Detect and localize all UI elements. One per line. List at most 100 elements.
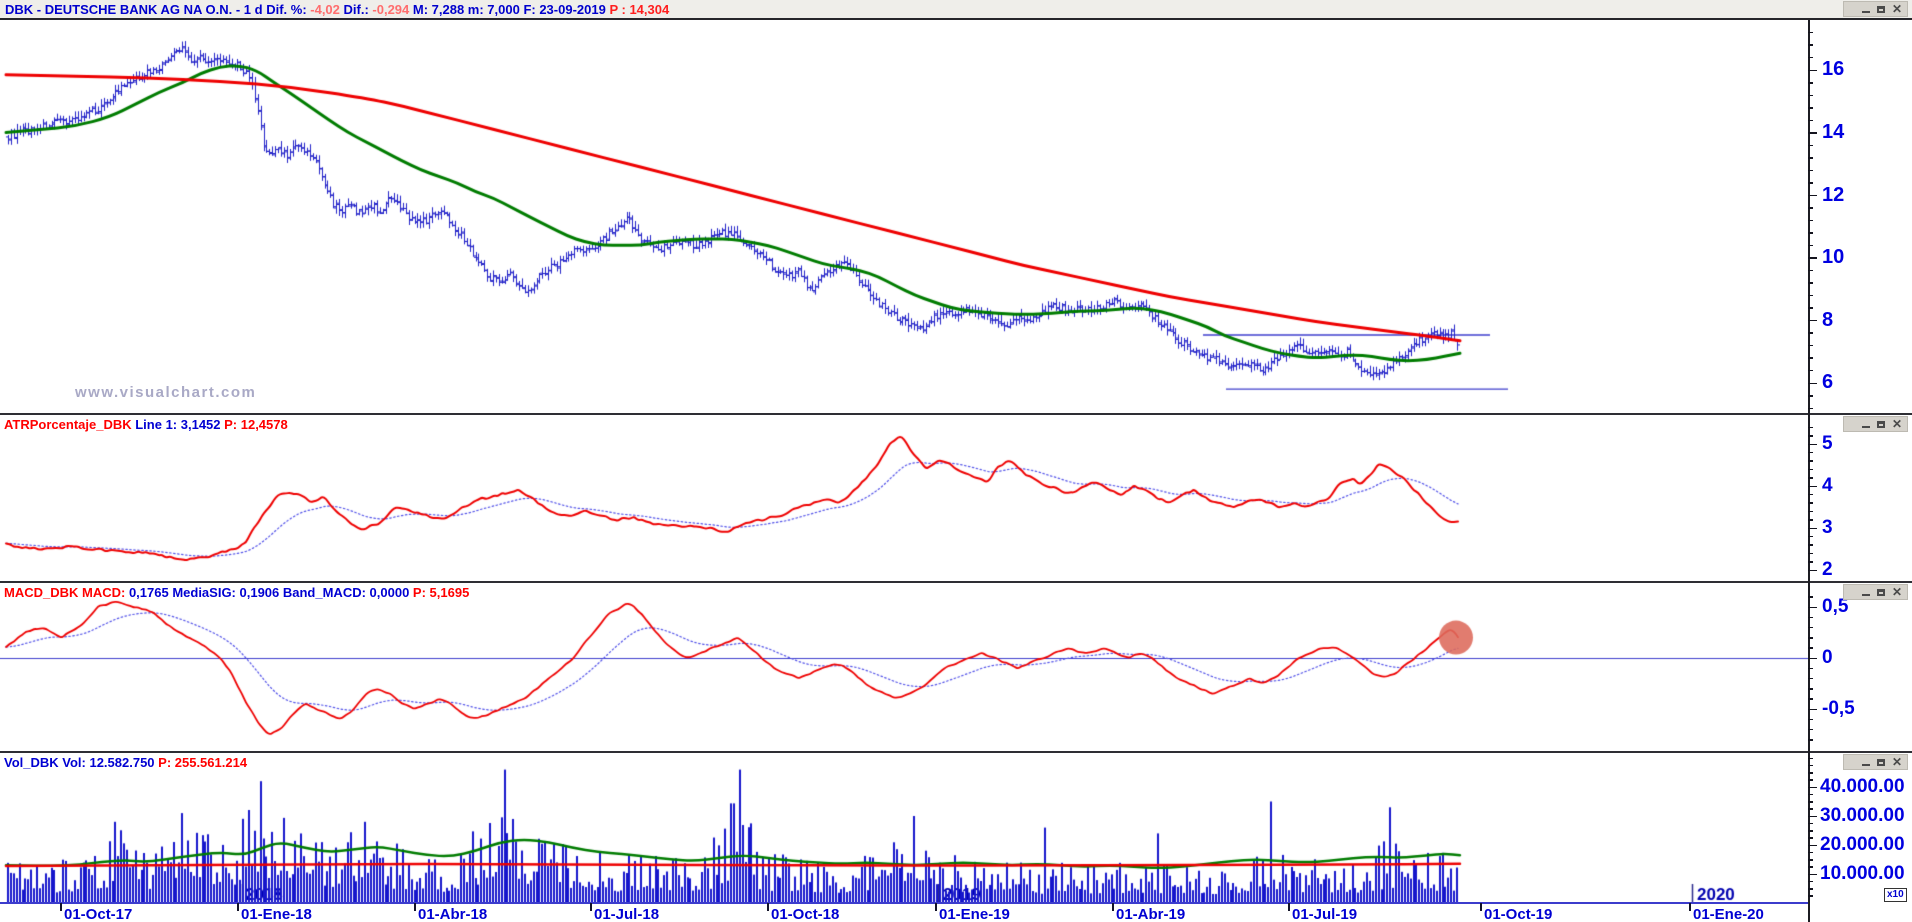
y-axis-minor-tick [1808, 332, 1813, 334]
y-axis-label: 40.000.00 [1820, 775, 1905, 797]
y-axis-tick [1808, 873, 1817, 875]
window-controls-atr: ✕ [1843, 416, 1908, 432]
title-segment: -4,02 [310, 2, 340, 17]
volume-panel: Vol_DBK Vol: 12.582.750 P: 255.561.214 ✕ [0, 753, 1912, 903]
y-axis-tick [1808, 708, 1817, 710]
y-axis-label: 12 [1822, 183, 1845, 206]
y-axis-tick [1808, 815, 1817, 817]
y-axis-label: 10.000.00 [1820, 862, 1905, 884]
volume-header: Vol_DBK Vol: 12.582.750 P: 255.561.214 [4, 755, 247, 770]
header-segment: ATRPorcentaje_DBK [4, 417, 132, 432]
y-axis-minor-tick [1808, 801, 1813, 803]
y-axis-minor-tick [1808, 460, 1813, 462]
macd-header: MACD_DBK MACD: 0,1765 MediaSIG: 0,1906 B… [4, 585, 469, 600]
y-axis-tick [1808, 443, 1817, 445]
y-axis-label: 4 [1822, 474, 1833, 496]
y-axis-minor-tick [1808, 451, 1813, 454]
y-axis-label: 8 [1822, 308, 1834, 331]
y-axis-minor-tick [1808, 552, 1813, 555]
volume-baseline [0, 902, 1808, 904]
y-axis-minor-tick [1808, 793, 1813, 796]
y-axis-tick [1808, 844, 1817, 846]
x-axis-tick [1689, 903, 1691, 911]
y-axis-minor-tick [1808, 294, 1813, 297]
y-axis-minor-tick [1808, 232, 1813, 234]
header-segment: P: 12,4578 [220, 417, 288, 432]
close-icon[interactable]: ✕ [1891, 417, 1902, 431]
y-axis-minor-tick [1808, 207, 1813, 209]
maximize-icon[interactable] [1876, 420, 1885, 428]
y-axis-label: 5 [1822, 432, 1833, 454]
y-axis-label: 30.000.00 [1820, 804, 1905, 826]
maximize-icon[interactable] [1876, 588, 1885, 596]
x-axis-tick [1288, 903, 1290, 911]
volume-chart-canvas[interactable] [0, 753, 1808, 903]
y-axis-minor-tick [1808, 477, 1813, 479]
y-axis-minor-tick [1808, 157, 1813, 159]
y-axis-minor-tick [1808, 468, 1813, 471]
panel-separator[interactable] [0, 413, 1912, 415]
y-axis-tick [1808, 194, 1817, 197]
y-axis-minor-tick [1808, 369, 1813, 372]
x-axis-tick [60, 903, 62, 911]
y-axis-minor-tick [1808, 851, 1813, 854]
y-axis-tick [1808, 69, 1817, 71]
x-axis-tick [1112, 903, 1114, 911]
y-axis-minor-tick [1808, 647, 1813, 649]
maximize-icon[interactable] [1876, 758, 1885, 766]
panel-separator[interactable] [0, 581, 1912, 583]
y-axis-minor-tick [1808, 688, 1813, 690]
y-axis-tick [1808, 132, 1817, 134]
atr-chart-canvas[interactable] [0, 415, 1808, 581]
close-icon[interactable]: ✕ [1891, 755, 1902, 769]
header-segment: 0,1765 [128, 585, 169, 600]
maximize-icon[interactable] [1876, 5, 1885, 13]
panel-separator[interactable] [0, 751, 1912, 753]
y-axis-label: 14 [1822, 121, 1845, 143]
y-axis-minor-tick [1808, 44, 1813, 46]
y-axis-minor-tick [1808, 888, 1813, 890]
y-axis-tick [1808, 786, 1817, 788]
y-axis-minor-tick [1808, 626, 1813, 629]
y-axis-minor-tick [1808, 808, 1813, 810]
watermark: www.visualchart.com [75, 384, 257, 401]
y-axis-minor-tick [1808, 344, 1813, 347]
minimize-icon[interactable] [1861, 764, 1870, 766]
y-axis-label: 0,5 [1822, 595, 1849, 617]
y-axis-label: 6 [1822, 371, 1834, 394]
y-axis-minor-tick [1808, 493, 1813, 496]
header-segment: Line 1: 3,1452 [131, 417, 221, 432]
close-icon[interactable]: ✕ [1891, 585, 1902, 599]
x-axis-date-label: 01-Abr-18 [418, 906, 488, 922]
atr-header: ATRPorcentaje_DBK Line 1: 3,1452 P: 12,4… [4, 417, 288, 432]
x-axis-date-label: 01-Oct-18 [771, 906, 840, 922]
y-axis-minor-tick [1808, 535, 1813, 538]
x-axis-tick [414, 903, 416, 911]
title-segment: P : 14,304 [609, 2, 670, 17]
y-axis-minor-tick [1808, 407, 1813, 410]
y-axis-tick [1808, 382, 1817, 384]
x-axis-tick [237, 903, 239, 911]
y-axis-label: 10 [1822, 246, 1845, 269]
y-axis-tick [1808, 569, 1817, 571]
y-axis-minor-tick [1808, 822, 1813, 825]
y-axis-minor-tick [1808, 895, 1813, 897]
y-axis-minor-tick [1808, 31, 1813, 34]
header-segment: Vol_DBK Vol: 12.582.750 [4, 755, 155, 770]
x-axis-date-label: 01-Ene-18 [241, 906, 312, 922]
minimize-icon[interactable] [1861, 426, 1870, 428]
y-axis-minor-tick [1808, 244, 1813, 247]
price-chart-canvas[interactable] [0, 20, 1808, 413]
close-icon[interactable]: ✕ [1891, 2, 1902, 16]
window-controls-main: ✕ [1843, 1, 1908, 17]
x-axis-date-label: 01-Ene-20 [1693, 906, 1764, 922]
y-axis-minor-tick [1808, 757, 1813, 759]
x-axis-tick [590, 903, 592, 911]
minimize-icon[interactable] [1861, 594, 1870, 596]
title-segment: -0,294 [372, 2, 410, 17]
y-axis-minor-tick [1808, 637, 1813, 639]
window-controls-volume: ✕ [1843, 754, 1908, 770]
minimize-icon[interactable] [1861, 11, 1870, 13]
macd-chart-canvas[interactable] [0, 583, 1808, 751]
